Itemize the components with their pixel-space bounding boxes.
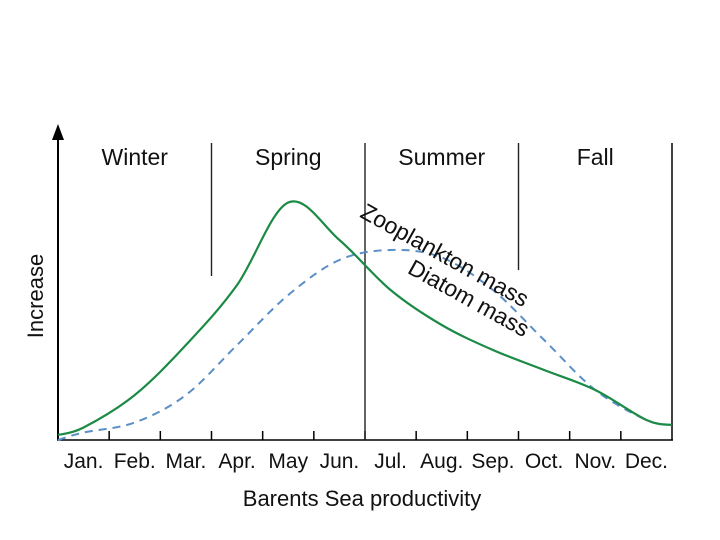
month-label: Jul. — [374, 450, 407, 473]
season-label: Summer — [398, 144, 485, 170]
y-axis-title: Increase — [23, 254, 48, 338]
x-axis-title: Barents Sea productivity — [243, 486, 481, 511]
month-label: Oct. — [525, 450, 564, 473]
series-layer — [57, 200, 673, 441]
season-dividers — [210, 143, 520, 440]
month-label: Apr. — [218, 450, 255, 473]
month-label: Sep. — [471, 450, 514, 473]
month-label: Jun. — [320, 450, 360, 473]
month-label: Aug. — [420, 450, 463, 473]
season-label: Spring — [255, 144, 321, 170]
zooplankton-mass-line — [57, 248, 673, 441]
month-label: Jan. — [64, 450, 104, 473]
y-axis-arrow — [52, 124, 64, 140]
month-label: Dec. — [625, 450, 668, 473]
season-label: Fall — [577, 144, 614, 170]
x-ticks — [108, 431, 622, 440]
season-label: Winter — [102, 144, 169, 170]
diatom-mass-line — [57, 200, 673, 437]
month-label: Feb. — [114, 450, 156, 473]
month-label: May — [268, 450, 308, 473]
month-label: Mar. — [165, 450, 206, 473]
month-labels: Jan. Feb. Mar. Apr. May Jun. Jul. Aug. Sep. Oct. N… — [64, 450, 668, 473]
axes — [52, 124, 673, 441]
month-label: Nov. — [574, 450, 616, 473]
season-labels: Winter Spring Summer Fall — [102, 144, 614, 170]
